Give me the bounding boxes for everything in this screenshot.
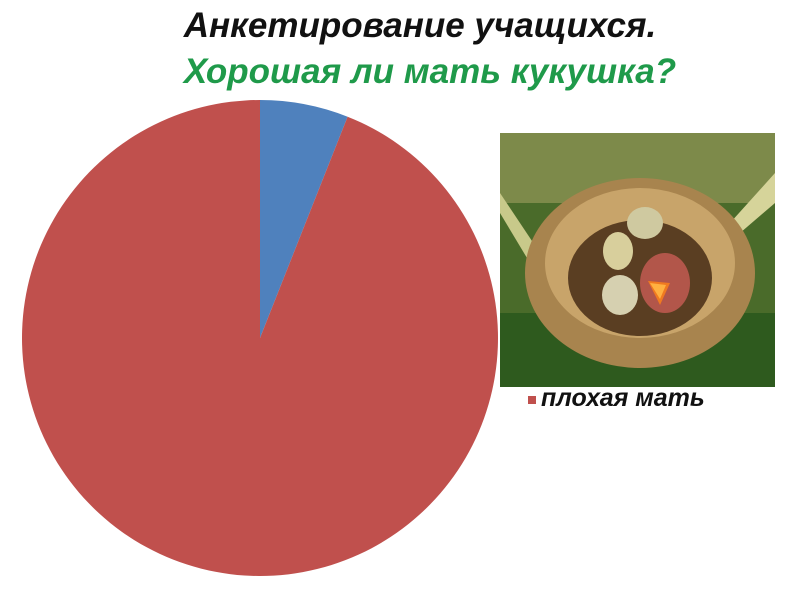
legend-label-bad-mother: плохая мать: [541, 384, 705, 412]
pie-slice-1: [22, 100, 499, 576]
nest-photo: [500, 133, 775, 387]
chart-subtitle: Хорошая ли мать кукушка?: [183, 52, 677, 91]
legend-swatch-bad-mother: [528, 395, 536, 404]
pie-slice-0: [260, 100, 348, 338]
legend: плохая мать: [528, 384, 705, 413]
chart-title: Анкетирование учащихся.: [183, 6, 657, 45]
